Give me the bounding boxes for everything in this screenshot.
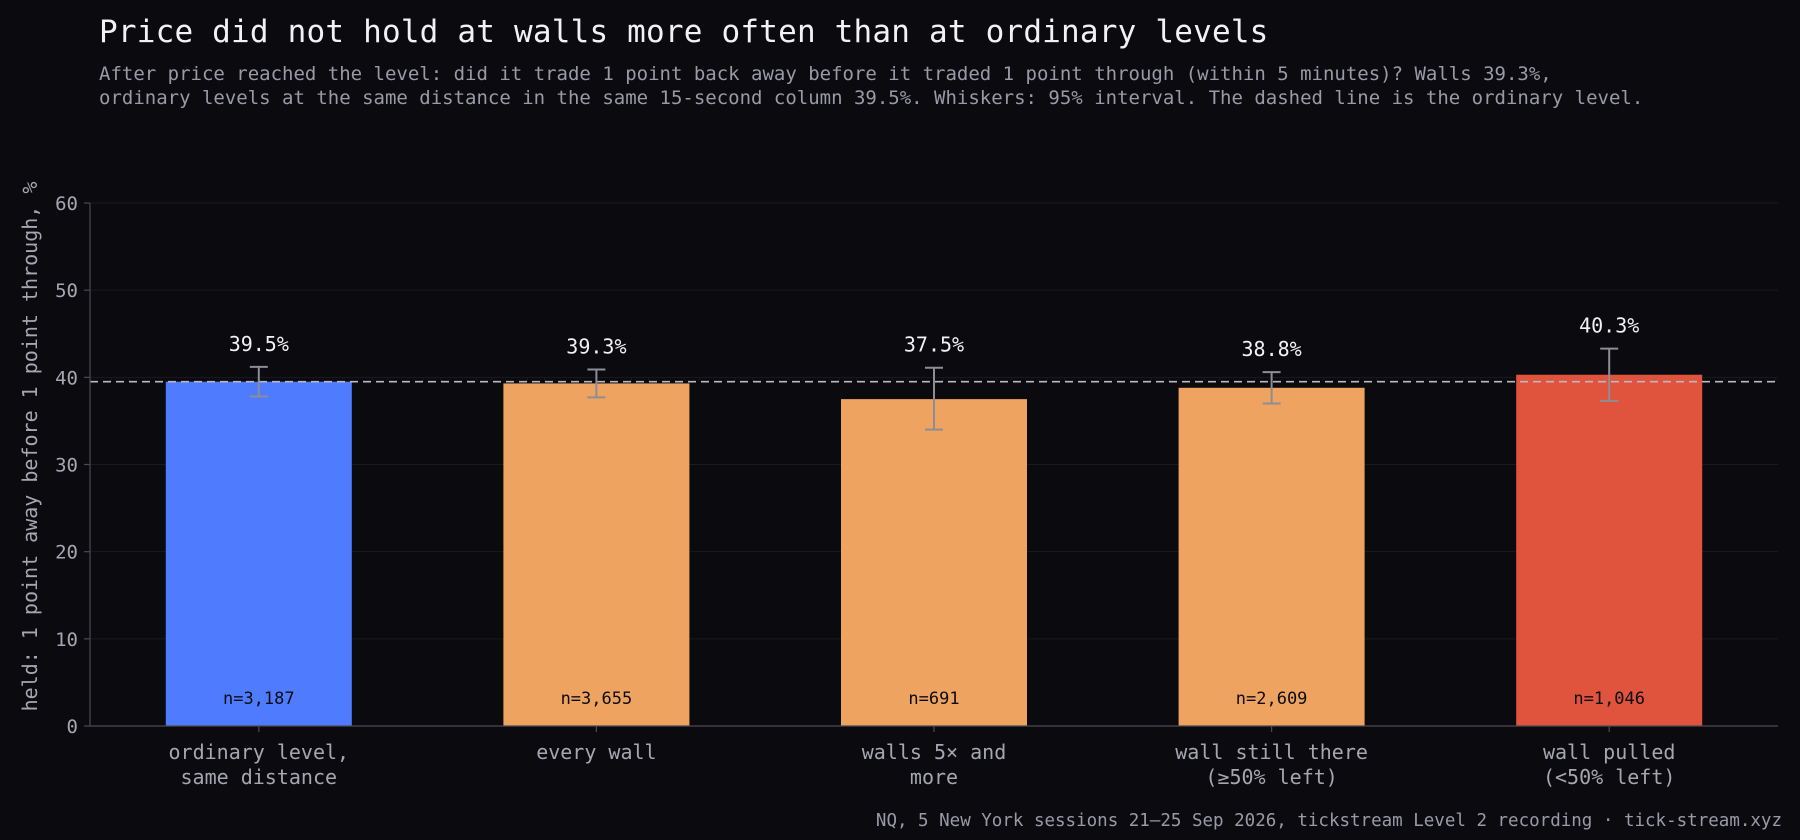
chart-title: Price did not hold at walls more often t… <box>99 14 1269 50</box>
data-label: 40.3% <box>1579 314 1639 338</box>
x-tick-label: more <box>910 765 958 789</box>
bar <box>1178 387 1365 726</box>
bar <box>841 399 1027 726</box>
x-tick-label: wall still there <box>1175 740 1368 764</box>
bar <box>165 381 352 726</box>
y-tick-label: 20 <box>55 542 78 564</box>
y-tick-label: 40 <box>55 367 78 389</box>
x-tick-label: same distance <box>181 765 338 789</box>
labels: 0 10 20 30 40 50 60 held: 1 point away before 1… <box>18 182 1675 789</box>
data-label: 39.3% <box>566 334 626 358</box>
sample-size-label: n=691 <box>908 689 959 709</box>
chart-subtitle-line-1: After price reached the level: did it tr… <box>99 63 1552 85</box>
bar <box>503 383 690 726</box>
data-label: 39.5% <box>229 332 289 356</box>
sample-size-label: n=1,046 <box>1573 689 1645 709</box>
y-axis-title: held: 1 point away before 1 point throug… <box>18 182 42 712</box>
sample-size-label: n=3,655 <box>561 689 633 709</box>
x-tick-label: every wall <box>536 740 656 764</box>
bar <box>1516 374 1703 726</box>
x-tick-label: walls 5× and <box>862 740 1007 764</box>
y-tick-label: 0 <box>67 716 78 738</box>
source-footnote: NQ, 5 New York sessions 21–25 Sep 2026, … <box>875 811 1782 831</box>
y-tick-label: 30 <box>55 455 78 477</box>
x-tick-label: ordinary level, <box>168 740 349 764</box>
data-label: 38.8% <box>1241 337 1301 361</box>
chart-subtitle-line-2: ordinary levels at the same distance in … <box>99 87 1644 109</box>
x-tick-label: (<50% left) <box>1543 765 1675 789</box>
sample-size-label: n=2,609 <box>1236 689 1308 709</box>
y-tick-label: 60 <box>55 193 78 215</box>
axes <box>84 202 1778 732</box>
x-tick-label: (≥50% left) <box>1205 765 1337 789</box>
x-tick-label: wall pulled <box>1543 740 1675 764</box>
error-bars <box>249 347 1619 431</box>
y-tick-label: 10 <box>55 629 78 651</box>
data-label: 37.5% <box>904 333 964 357</box>
sample-size-label: n=3,187 <box>223 689 295 709</box>
y-tick-label: 50 <box>55 280 78 302</box>
bars <box>165 374 1703 726</box>
